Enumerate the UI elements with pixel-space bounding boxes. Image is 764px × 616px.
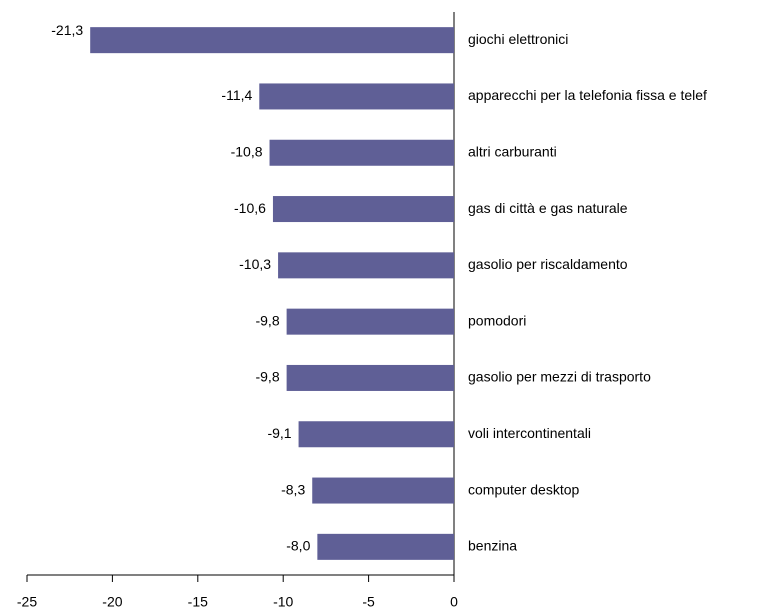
value-label: -8,0 [286, 538, 310, 554]
value-label: -9,8 [255, 312, 279, 328]
category-label: altri carburanti [468, 143, 557, 159]
value-label: -10,8 [231, 143, 263, 159]
x-tick-label: -10 [273, 594, 293, 610]
bar [317, 533, 454, 560]
value-label: -9,1 [267, 425, 291, 441]
x-tick-label: -5 [362, 594, 375, 610]
category-label: gasolio per mezzi di trasporto [468, 369, 651, 385]
value-label: -9,8 [255, 369, 279, 385]
category-label: voli intercontinentali [468, 425, 591, 441]
value-label: -11,4 [221, 87, 252, 103]
value-label: -10,3 [239, 256, 271, 272]
x-tick-label: -20 [102, 594, 122, 610]
bar [286, 308, 454, 335]
bar [90, 27, 455, 54]
category-label: benzina [468, 538, 517, 554]
category-label: apparecchi per la telefonia fissa e tele… [468, 87, 707, 103]
value-label: -10,6 [234, 200, 266, 216]
x-tick-label: -25 [17, 594, 37, 610]
category-label: computer desktop [468, 481, 579, 497]
bar [312, 477, 454, 504]
bar [272, 196, 454, 223]
value-label: -21,3 [51, 22, 83, 38]
x-tick-label: -15 [188, 594, 208, 610]
value-label: -8,3 [281, 481, 305, 497]
category-label: pomodori [468, 312, 526, 328]
bar [259, 83, 454, 110]
bar [298, 421, 454, 448]
category-label: giochi elettronici [468, 31, 568, 47]
category-label: gasolio per riscaldamento [468, 256, 628, 272]
x-tick-label: 0 [450, 594, 458, 610]
bar [278, 252, 454, 279]
bar [269, 139, 454, 166]
bar [286, 364, 454, 391]
category-label: gas di città e gas naturale [468, 200, 628, 216]
